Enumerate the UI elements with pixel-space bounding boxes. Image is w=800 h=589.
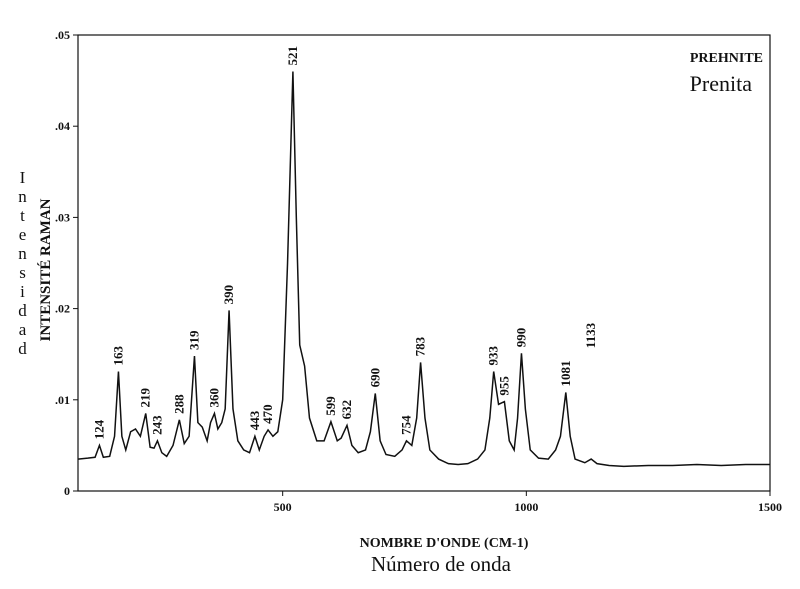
y-tick-label: .05 xyxy=(55,28,70,42)
peak-label: 219 xyxy=(138,387,153,407)
y-tick-label: 0 xyxy=(64,484,70,498)
peak-label: 783 xyxy=(413,336,428,356)
peak-label: 990 xyxy=(513,328,528,348)
chart-subtitle: Prenita xyxy=(690,71,753,96)
peak-label: 470 xyxy=(260,404,275,424)
peak-label: 243 xyxy=(149,415,164,435)
peak-label: 1133 xyxy=(583,322,598,348)
y-tick-label: .02 xyxy=(55,302,70,316)
y-tick-label: .04 xyxy=(55,119,70,133)
y-tick-label: .01 xyxy=(55,393,70,407)
peak-label: 390 xyxy=(221,285,236,305)
peak-label: 521 xyxy=(285,46,300,66)
peak-label: 599 xyxy=(323,396,338,416)
x-tick-label: 1500 xyxy=(758,500,782,514)
peak-label: 754 xyxy=(398,415,413,435)
peak-label: 955 xyxy=(496,376,511,396)
peak-label: 690 xyxy=(367,368,382,388)
x-tick-label: 500 xyxy=(274,500,292,514)
peak-label: 632 xyxy=(339,400,354,420)
peak-label: 319 xyxy=(186,330,201,350)
plot-frame xyxy=(77,34,771,492)
y-axis-title: INTENSITÉ RAMAN xyxy=(37,198,54,341)
peak-label: 360 xyxy=(206,388,221,408)
peak-label: 933 xyxy=(486,346,501,366)
y-axis-subtitle: Intensidad xyxy=(13,168,32,358)
peak-label: 288 xyxy=(171,394,186,414)
spectrum-line xyxy=(77,71,770,468)
x-axis-title: NOMBRE D'ONDE (CM-1) xyxy=(360,536,529,551)
peak-label: 1081 xyxy=(558,361,573,387)
x-tick-label: 1000 xyxy=(514,500,538,514)
chart-title: PREHNITE xyxy=(690,51,763,66)
y-tick-label: .03 xyxy=(55,210,70,224)
peak-label: 443 xyxy=(247,410,262,430)
peak-label: 124 xyxy=(91,419,106,439)
x-axis-subtitle: Número de onda xyxy=(371,552,512,576)
peak-label: 163 xyxy=(110,346,125,366)
